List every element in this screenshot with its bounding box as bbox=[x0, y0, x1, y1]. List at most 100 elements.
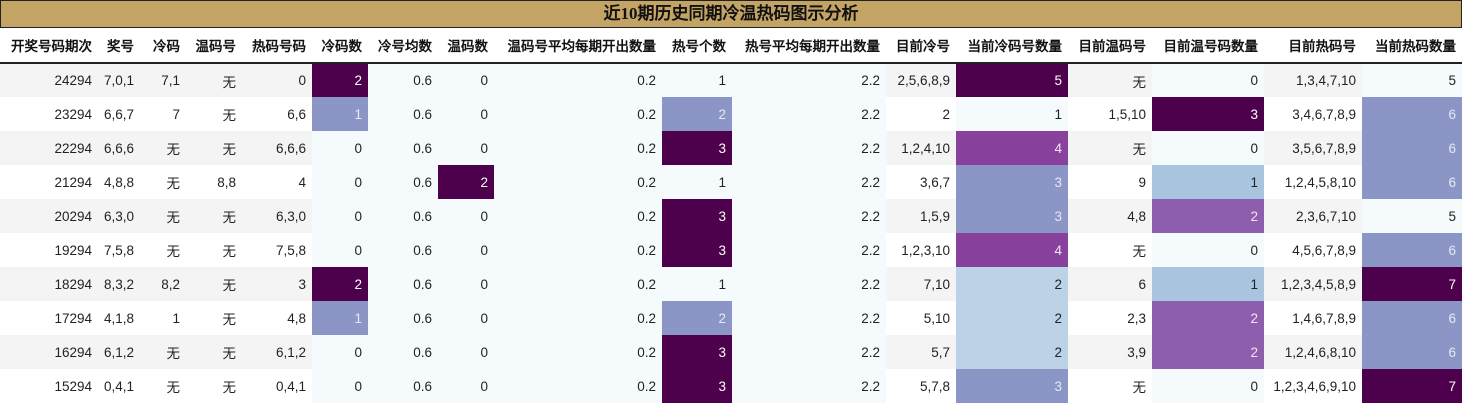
cell-warm[interactable]: 无 bbox=[186, 131, 242, 165]
cell-warm-count[interactable]: 0 bbox=[438, 131, 494, 165]
cell-numbers[interactable]: 6,3,0 bbox=[98, 199, 140, 233]
cell-numbers[interactable]: 4,8,8 bbox=[98, 165, 140, 199]
cell-cur-hot-count[interactable]: 6 bbox=[1362, 165, 1462, 199]
cell-hot[interactable]: 0,4,1 bbox=[242, 369, 312, 403]
column-header-cur-warm-count[interactable]: 目前温号码数量 bbox=[1152, 28, 1264, 64]
cell-warm-count[interactable]: 0 bbox=[438, 199, 494, 233]
cell-cur-cold-count[interactable]: 2 bbox=[956, 335, 1068, 369]
cell-cold[interactable]: 1 bbox=[140, 301, 186, 335]
cell-cold-avg[interactable]: 0.6 bbox=[368, 199, 438, 233]
cell-cold-count[interactable]: 2 bbox=[312, 63, 368, 97]
cell-cur-cold[interactable]: 3,6,7 bbox=[886, 165, 956, 199]
cell-cur-cold[interactable]: 1,5,9 bbox=[886, 199, 956, 233]
cell-warm-avg[interactable]: 0.2 bbox=[494, 97, 662, 131]
cell-warm-avg[interactable]: 0.2 bbox=[494, 131, 662, 165]
cell-hot-count[interactable]: 3 bbox=[662, 335, 732, 369]
cell-warm-avg[interactable]: 0.2 bbox=[494, 369, 662, 403]
cell-warm[interactable]: 无 bbox=[186, 63, 242, 97]
cell-cur-warm[interactable]: 2,3 bbox=[1068, 301, 1152, 335]
cell-cold-count[interactable]: 0 bbox=[312, 369, 368, 403]
cell-cold-count[interactable]: 1 bbox=[312, 97, 368, 131]
cell-cold-avg[interactable]: 0.6 bbox=[368, 97, 438, 131]
cell-cold[interactable]: 无 bbox=[140, 131, 186, 165]
cell-cur-warm-count[interactable]: 0 bbox=[1152, 131, 1264, 165]
cell-cur-warm[interactable]: 无 bbox=[1068, 63, 1152, 97]
cell-cur-cold-count[interactable]: 4 bbox=[956, 131, 1068, 165]
cell-cur-hot[interactable]: 1,3,4,7,10 bbox=[1264, 63, 1362, 97]
cell-warm-avg[interactable]: 0.2 bbox=[494, 267, 662, 301]
cell-cold-avg[interactable]: 0.6 bbox=[368, 301, 438, 335]
cell-warm-count[interactable]: 2 bbox=[438, 165, 494, 199]
cell-cold[interactable]: 无 bbox=[140, 369, 186, 403]
cell-hot-count[interactable]: 3 bbox=[662, 199, 732, 233]
cell-numbers[interactable]: 6,6,6 bbox=[98, 131, 140, 165]
cell-cur-cold[interactable]: 7,10 bbox=[886, 267, 956, 301]
cell-cur-hot-count[interactable]: 6 bbox=[1362, 335, 1462, 369]
cell-period[interactable]: 21294 bbox=[0, 165, 98, 199]
cell-warm[interactable]: 无 bbox=[186, 233, 242, 267]
cell-cur-cold[interactable]: 2 bbox=[886, 97, 956, 131]
cell-cur-cold[interactable]: 5,7,8 bbox=[886, 369, 956, 403]
column-header-cur-cold-count[interactable]: 当前冷码号数量 bbox=[956, 28, 1068, 64]
cell-hot-avg[interactable]: 2.2 bbox=[732, 131, 886, 165]
cell-hot-count[interactable]: 2 bbox=[662, 301, 732, 335]
cell-cur-hot-count[interactable]: 5 bbox=[1362, 199, 1462, 233]
cell-cur-cold-count[interactable]: 2 bbox=[956, 267, 1068, 301]
column-header-hot[interactable]: 热码号码 bbox=[242, 28, 312, 64]
cell-warm-count[interactable]: 0 bbox=[438, 335, 494, 369]
cell-cur-warm[interactable]: 6 bbox=[1068, 267, 1152, 301]
cell-cur-hot-count[interactable]: 6 bbox=[1362, 233, 1462, 267]
cell-warm-count[interactable]: 0 bbox=[438, 369, 494, 403]
cell-cur-warm-count[interactable]: 2 bbox=[1152, 335, 1264, 369]
cell-numbers[interactable]: 7,0,1 bbox=[98, 63, 140, 97]
cell-warm-avg[interactable]: 0.2 bbox=[494, 165, 662, 199]
cell-cur-cold-count[interactable]: 3 bbox=[956, 199, 1068, 233]
cell-cur-hot[interactable]: 3,5,6,7,8,9 bbox=[1264, 131, 1362, 165]
cell-hot[interactable]: 7,5,8 bbox=[242, 233, 312, 267]
cell-hot[interactable]: 6,1,2 bbox=[242, 335, 312, 369]
cell-cold-avg[interactable]: 0.6 bbox=[368, 267, 438, 301]
cell-cold[interactable]: 无 bbox=[140, 233, 186, 267]
cell-period[interactable]: 16294 bbox=[0, 335, 98, 369]
cell-numbers[interactable]: 6,1,2 bbox=[98, 335, 140, 369]
cell-warm-avg[interactable]: 0.2 bbox=[494, 199, 662, 233]
cell-numbers[interactable]: 4,1,8 bbox=[98, 301, 140, 335]
cell-cur-cold[interactable]: 2,5,6,8,9 bbox=[886, 63, 956, 97]
cell-cur-hot-count[interactable]: 5 bbox=[1362, 63, 1462, 97]
cell-hot-count[interactable]: 3 bbox=[662, 131, 732, 165]
column-header-warm-avg[interactable]: 温码号平均每期开出数量 bbox=[494, 28, 662, 64]
cell-warm-avg[interactable]: 0.2 bbox=[494, 233, 662, 267]
cell-cold[interactable]: 无 bbox=[140, 199, 186, 233]
cell-cold-avg[interactable]: 0.6 bbox=[368, 335, 438, 369]
cell-cold-avg[interactable]: 0.6 bbox=[368, 63, 438, 97]
column-header-hot-count[interactable]: 热号个数 bbox=[662, 28, 732, 64]
cell-cur-warm[interactable]: 4,8 bbox=[1068, 199, 1152, 233]
cell-cold-count[interactable]: 0 bbox=[312, 165, 368, 199]
cell-warm[interactable]: 无 bbox=[186, 301, 242, 335]
column-header-cur-hot[interactable]: 目前热码号 bbox=[1264, 28, 1362, 64]
cell-hot[interactable]: 4 bbox=[242, 165, 312, 199]
cell-cold-count[interactable]: 1 bbox=[312, 301, 368, 335]
cell-cur-cold-count[interactable]: 3 bbox=[956, 165, 1068, 199]
cell-cur-warm[interactable]: 无 bbox=[1068, 233, 1152, 267]
cell-hot-avg[interactable]: 2.2 bbox=[732, 63, 886, 97]
cell-cur-warm[interactable]: 9 bbox=[1068, 165, 1152, 199]
cell-hot[interactable]: 6,6 bbox=[242, 97, 312, 131]
cell-hot[interactable]: 6,3,0 bbox=[242, 199, 312, 233]
cell-warm[interactable]: 无 bbox=[186, 369, 242, 403]
cell-hot-count[interactable]: 3 bbox=[662, 233, 732, 267]
cell-cold-count[interactable]: 0 bbox=[312, 233, 368, 267]
cell-hot[interactable]: 0 bbox=[242, 63, 312, 97]
cell-hot[interactable]: 6,6,6 bbox=[242, 131, 312, 165]
cell-warm[interactable]: 无 bbox=[186, 267, 242, 301]
cell-cur-hot-count[interactable]: 7 bbox=[1362, 369, 1462, 403]
cell-cur-hot-count[interactable]: 7 bbox=[1362, 267, 1462, 301]
cell-hot-count[interactable]: 3 bbox=[662, 369, 732, 403]
cell-cold-count[interactable]: 0 bbox=[312, 199, 368, 233]
cell-numbers[interactable]: 7,5,8 bbox=[98, 233, 140, 267]
cell-cur-hot[interactable]: 4,5,6,7,8,9 bbox=[1264, 233, 1362, 267]
cell-cur-hot-count[interactable]: 6 bbox=[1362, 301, 1462, 335]
cell-cur-cold[interactable]: 5,10 bbox=[886, 301, 956, 335]
cell-cur-cold[interactable]: 1,2,3,10 bbox=[886, 233, 956, 267]
cell-period[interactable]: 15294 bbox=[0, 369, 98, 403]
